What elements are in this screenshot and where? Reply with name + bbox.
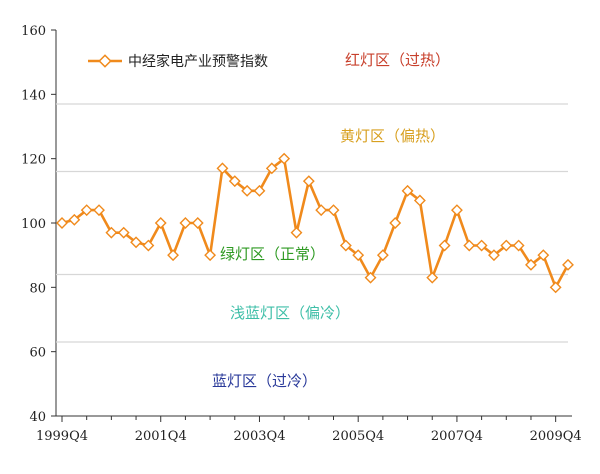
data-point (500, 239, 513, 252)
x-ticks: 1999Q4 2001Q4 2003Q4 2005Q4 2007Q4 2009Q4 (36, 416, 582, 444)
data-point (154, 217, 167, 229)
data-point (376, 249, 389, 262)
data-point (475, 239, 488, 252)
x-tick-label-2: 2003Q4 (233, 429, 285, 444)
data-point (68, 213, 81, 226)
y-tick-label-1: 60 (29, 346, 46, 361)
series-line-0 (61, 157, 570, 289)
data-point (401, 184, 414, 197)
data-point (241, 184, 254, 197)
data-point (179, 217, 192, 229)
x-tick-label-4: 2007Q4 (431, 429, 483, 444)
data-point (438, 239, 451, 252)
data-point (204, 249, 217, 262)
legend-marker (98, 54, 112, 68)
legend-label: 中经家电产业预警指数 (128, 53, 268, 70)
data-point (265, 162, 278, 175)
data-point (56, 217, 68, 229)
data-point (339, 239, 352, 252)
y-tick-label-3: 100 (21, 217, 46, 232)
data-point (302, 175, 315, 188)
x-tick-label-5: 2009Q4 (530, 429, 582, 444)
data-point (389, 217, 402, 229)
threshold-lines (56, 103, 568, 343)
data-point (450, 204, 463, 217)
data-point (525, 258, 537, 271)
data-point (167, 249, 180, 262)
y-tick-label-4: 120 (21, 153, 46, 168)
zone-label-light-blue: 浅蓝灯区（偏冷） (230, 304, 350, 322)
data-point (327, 204, 340, 217)
data-point (216, 162, 229, 175)
zone-label-yellow: 黄灯区（偏热） (340, 127, 445, 145)
legend: 中经家电产业预警指数 (88, 53, 268, 70)
x-tick-label-3: 2005Q4 (332, 429, 384, 444)
data-point (562, 258, 574, 271)
data-point (253, 184, 266, 197)
data-point (352, 249, 365, 262)
data-point (142, 239, 155, 252)
data-point (93, 204, 105, 217)
data-point (117, 226, 130, 239)
y-ticks: 40 60 80 100 120 140 160 (21, 24, 56, 425)
x-tick-label-1: 2001Q4 (135, 429, 187, 444)
y-tick-label-5: 140 (21, 88, 46, 103)
data-point (278, 152, 291, 165)
zone-label-blue: 蓝灯区（过冷） (212, 372, 317, 390)
data-point (463, 239, 476, 252)
x-tick-label-0: 1999Q4 (36, 429, 88, 444)
data-point (488, 249, 500, 262)
data-point (228, 175, 241, 188)
y-tick-label-0: 40 (29, 410, 46, 425)
data-point (537, 249, 550, 262)
zone-label-red: 红灯区（过热） (345, 51, 450, 69)
data-point (191, 217, 204, 229)
data-point (80, 204, 93, 217)
data-point (130, 236, 142, 249)
y-tick-label-2: 80 (29, 281, 46, 296)
data-point (364, 271, 377, 284)
data-point (315, 204, 328, 217)
data-point (290, 226, 303, 239)
y-tick-label-6: 160 (21, 24, 46, 39)
data-point (512, 239, 525, 252)
data-point (549, 281, 562, 294)
series-layer (56, 152, 574, 294)
zone-label-green: 绿灯区（正常） (220, 245, 325, 263)
data-point (413, 194, 426, 207)
data-point (105, 226, 118, 239)
data-point (426, 271, 439, 284)
